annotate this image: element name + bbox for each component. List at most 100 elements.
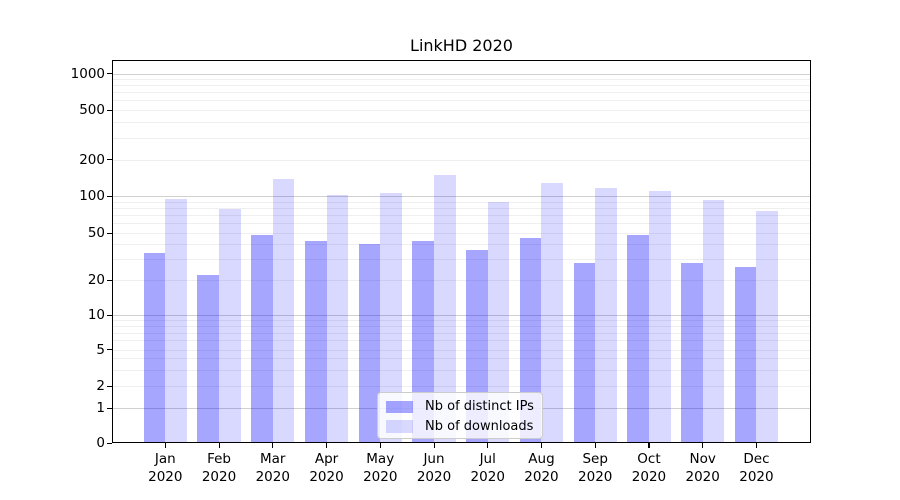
x-tick-mark [326,443,328,448]
bar-distinct-ips [304,240,327,443]
y-tick-mark [107,73,112,75]
legend-swatch-downloads-icon [386,420,413,433]
bar-distinct-ips [197,275,220,443]
bar-distinct-ips [734,266,757,443]
gridline-minor [112,223,811,225]
y-tick-mark [107,279,112,281]
bar-downloads [487,201,510,443]
gridline-minor [112,137,811,139]
y-tick-mark [107,159,112,161]
gridline-minor [112,326,811,328]
x-tick-mark [379,443,381,448]
y-tick-mark [107,232,112,234]
bar-downloads [380,193,402,443]
x-tick-mark [540,443,543,448]
legend-label-distinct-ips: Nb of distinct IPs [425,399,534,415]
y-tick-label: 1000 [70,65,105,82]
plot-area [112,60,811,443]
gridline-minor [112,340,811,342]
x-tick-mark [594,443,596,448]
y-tick-label: 100 [79,188,105,204]
legend: Nb of distinct IPs Nb of downloads [377,392,543,439]
gridline-major [112,315,811,316]
gridline-minor [112,85,811,87]
bar-distinct-ips [681,262,703,443]
bar-distinct-ips [627,235,649,443]
x-tick-mark [218,443,220,448]
x-tick-mark [755,443,758,448]
x-tick-label: Mar 2020 [255,451,290,485]
x-tick-label: Nov 2020 [685,451,720,485]
legend-row-distinct-ips: Nb of distinct IPs [386,397,534,417]
bar-downloads [595,188,617,443]
x-tick-label: Jan 2020 [148,451,183,485]
x-tick-label: May 2020 [363,451,398,485]
bar-downloads [434,174,456,443]
x-tick-label: Jun 2020 [416,451,452,485]
gridline-major [112,73,811,75]
y-tick-label: 5 [96,341,105,358]
gridline-minor [112,386,811,387]
gridline-minor [112,92,811,94]
legend-label-downloads: Nb of downloads [425,418,534,434]
y-tick-label: 10 [87,307,105,323]
bar-downloads [702,200,725,443]
bar-downloads [541,183,564,443]
y-tick-label: 50 [87,225,105,241]
gridline-minor [112,369,811,371]
bar-downloads [165,199,187,443]
bar-downloads [219,209,241,443]
y-tick-mark [107,195,112,197]
bar-distinct-ips [251,235,273,443]
x-tick-mark [164,443,166,448]
x-tick-mark [433,443,435,448]
y-tick-label: 200 [79,151,105,168]
x-tick-label: Oct 2020 [631,451,667,485]
x-tick-mark [487,443,489,448]
gridline-minor [112,280,811,281]
gridline-minor [112,100,811,102]
y-tick-mark [107,109,112,111]
y-tick-label: 20 [87,272,105,288]
x-tick-label: Feb 2020 [201,451,237,485]
y-tick-mark [107,407,112,409]
y-tick-mark [107,349,112,351]
x-tick-label: Apr 2020 [309,451,344,485]
y-tick-label: 0 [96,435,105,451]
gridline-minor [112,122,811,124]
bar-distinct-ips [358,244,381,443]
gridline-minor [112,332,811,334]
x-tick-mark [702,443,704,448]
gridline-minor [112,207,811,209]
bar-downloads [756,211,779,443]
gridline-major [112,196,811,197]
x-tick-label: Dec 2020 [739,451,774,485]
bar-downloads [272,179,295,443]
x-tick-label: Aug 2020 [524,451,559,485]
y-tick-label: 2 [96,378,105,394]
gridline-minor [112,201,811,203]
x-tick-label: Sep 2020 [578,451,613,485]
gridline-minor [112,358,811,360]
x-tick-mark [648,443,650,448]
y-tick-mark [107,385,112,387]
legend-row-downloads: Nb of downloads [386,417,534,437]
legend-swatch-distinct-ips-icon [386,400,413,413]
gridline-minor [112,79,811,81]
x-tick-mark [272,443,274,448]
bar-distinct-ips [573,262,596,443]
gridline-minor [112,259,811,261]
y-tick-mark [107,314,112,316]
gridline-minor [112,159,811,161]
gridline-minor [112,215,811,217]
y-tick-label: 500 [79,102,105,118]
gridline-minor [112,110,811,111]
gridline-minor [112,320,811,322]
chart-title: LinkHD 2020 [410,36,513,55]
bar-downloads [648,190,671,443]
y-tick-label: 1 [96,400,105,416]
bar-downloads [326,194,349,443]
bar-distinct-ips [143,252,166,443]
gridline-minor [112,233,811,234]
